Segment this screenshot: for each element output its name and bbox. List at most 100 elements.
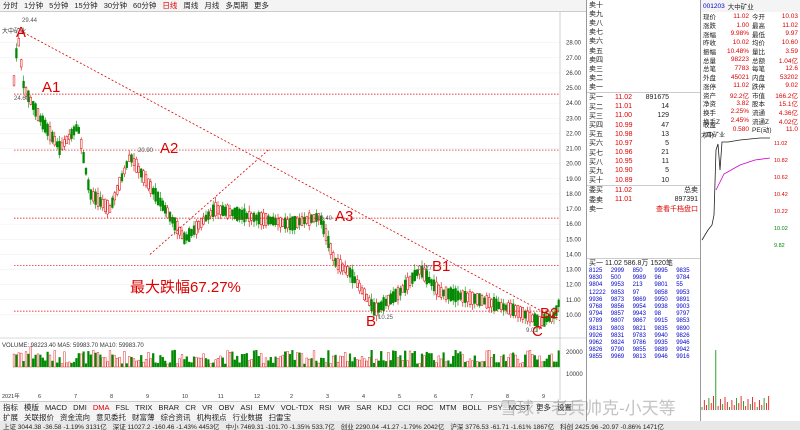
candle-body bbox=[65, 136, 68, 144]
candle-body bbox=[521, 307, 524, 320]
quote-label: 现价 bbox=[703, 14, 716, 22]
buy-level-row[interactable]: 买三 11.00 129 bbox=[587, 111, 700, 120]
indicator-tab[interactable]: 设置 bbox=[556, 402, 572, 412]
buy-level-row[interactable]: 买八 10.95 11 bbox=[587, 157, 700, 166]
period-tab[interactable]: 日线 bbox=[162, 1, 178, 10]
indicator-tab[interactable]: BRAR bbox=[158, 402, 180, 412]
volume-bar bbox=[41, 357, 44, 368]
indicator-tab[interactable]: FSL bbox=[115, 402, 130, 412]
annot-b1: B1 bbox=[432, 258, 451, 275]
indicator-tab[interactable]: PSY bbox=[487, 402, 503, 412]
period-tab[interactable]: 更多 bbox=[253, 1, 269, 10]
indicator-tab[interactable]: MCST bbox=[508, 402, 530, 412]
indicator-tab[interactable]: TRIX bbox=[135, 402, 153, 412]
sell-level-row[interactable]: 卖七 bbox=[587, 28, 700, 37]
candle-body bbox=[224, 206, 227, 216]
candle-body bbox=[324, 228, 328, 241]
period-tab[interactable]: 1分钟 bbox=[24, 1, 44, 10]
extension-tab[interactable]: 机构视点 bbox=[196, 412, 227, 422]
period-tab[interactable]: 分时 bbox=[3, 1, 18, 10]
annot-b2: B2 bbox=[540, 305, 559, 322]
indicator-tab[interactable]: 更多 bbox=[535, 402, 551, 412]
quote-value: 3.59 bbox=[785, 47, 798, 55]
candle-body bbox=[548, 314, 551, 322]
y-tick-label: 20.00 bbox=[566, 162, 582, 168]
level-label: 卖二 bbox=[589, 75, 603, 83]
intraday-mini-chart[interactable]: 大中矿业 11.02 10.82 10.62 10.42 10.22 10.02 9.82 bbox=[700, 130, 800, 420]
sell-level-row[interactable]: 卖十 bbox=[587, 0, 700, 9]
indicator-tab[interactable]: VOL-TDX bbox=[280, 402, 314, 412]
period-tab[interactable]: 周线 bbox=[183, 1, 199, 10]
indicator-tab[interactable]: SAR bbox=[356, 402, 372, 412]
sell-level-row[interactable]: 卖四 bbox=[587, 55, 700, 64]
sell-level-row[interactable]: 卖二 bbox=[587, 74, 700, 83]
volume-bar bbox=[173, 349, 176, 368]
indicator-tab[interactable]: RSI bbox=[319, 402, 332, 412]
period-tab[interactable]: 60分钟 bbox=[133, 1, 157, 10]
view-depth-link[interactable]: 查看千档盘口 bbox=[656, 205, 698, 213]
extension-tab[interactable]: 意见委托 bbox=[96, 412, 126, 422]
indicator-tab[interactable]: ASI bbox=[240, 402, 253, 412]
x-tick-label: 2021年 bbox=[2, 392, 20, 400]
sell-level-row[interactable]: 卖九 bbox=[587, 9, 700, 18]
indicator-tab[interactable]: MACD bbox=[45, 402, 68, 412]
buy-level-row[interactable]: 买九 10.90 5 bbox=[587, 166, 700, 175]
buy-level-row[interactable]: 买二 11.01 14 bbox=[587, 102, 700, 111]
period-tab[interactable]: 月线 bbox=[204, 1, 220, 10]
period-tab[interactable]: 多周期 bbox=[225, 1, 248, 10]
sell-level-row[interactable]: 卖五 bbox=[587, 46, 700, 55]
candle-body bbox=[113, 192, 116, 201]
indicator-tab[interactable]: WR bbox=[337, 402, 351, 412]
buy-level-row[interactable]: 买六 10.97 5 bbox=[587, 139, 700, 148]
buy-level-row[interactable]: 买一 11.02 891675 bbox=[587, 93, 700, 102]
period-tab[interactable]: 15分钟 bbox=[74, 1, 98, 10]
volume-bar bbox=[116, 357, 119, 368]
indicator-tab[interactable]: 指标 bbox=[3, 402, 18, 412]
extension-tab[interactable]: 扩展 bbox=[3, 412, 18, 422]
indicator-tab[interactable]: DMI bbox=[73, 402, 87, 412]
buy-level-row[interactable]: 买十 10.89 10 bbox=[587, 176, 700, 185]
sell-level-row[interactable]: 卖一 bbox=[587, 83, 700, 92]
volume-bar bbox=[166, 363, 169, 368]
extension-tab[interactable]: 扫雷宝 bbox=[268, 412, 292, 422]
period-tab[interactable]: 5分钟 bbox=[49, 1, 69, 10]
extension-tab[interactable]: 财富薄 bbox=[132, 412, 155, 422]
indicator-tab[interactable]: VR bbox=[202, 402, 213, 412]
extension-tab[interactable]: 关联报价 bbox=[24, 412, 54, 422]
indicator-tab[interactable]: ROC bbox=[416, 402, 434, 412]
indicator-tab[interactable]: KDJ bbox=[377, 402, 392, 412]
volume-bar bbox=[123, 351, 126, 368]
quote-value: 9.98% bbox=[730, 30, 749, 38]
queue-order: 9946 bbox=[654, 354, 668, 361]
indicator-tab[interactable]: CR bbox=[185, 402, 197, 412]
kline-chart-area[interactable]: 28.00 27.00 26.00 25.00 24.00 23.00 22.00 21.00… bbox=[0, 12, 586, 400]
buy-level-row[interactable]: 买五 10.98 13 bbox=[587, 130, 700, 139]
indicator-tab[interactable]: BOLL bbox=[462, 402, 482, 412]
sell-level-row[interactable]: 卖六 bbox=[587, 37, 700, 46]
candle-body bbox=[483, 297, 486, 305]
buy-level-row[interactable]: 买四 10.99 47 bbox=[587, 120, 700, 130]
candle-body bbox=[478, 293, 481, 307]
candle-body bbox=[20, 59, 23, 68]
indicator-tab[interactable]: 模版 bbox=[24, 402, 39, 412]
volume-bar bbox=[389, 360, 392, 368]
volume-bar bbox=[238, 362, 241, 368]
indicator-tab[interactable]: OBV bbox=[218, 402, 235, 412]
candle-body bbox=[531, 314, 534, 323]
sell-level-row[interactable]: 卖三 bbox=[587, 64, 700, 73]
indicator-tab[interactable]: EMV bbox=[258, 402, 275, 412]
candle-body bbox=[207, 211, 210, 220]
indicator-tab[interactable]: DMA bbox=[92, 402, 110, 412]
period-tab[interactable]: 30分钟 bbox=[103, 1, 128, 10]
extension-tab[interactable]: 综合资讯 bbox=[160, 412, 191, 422]
extension-tab[interactable]: 行业数据 bbox=[232, 412, 263, 422]
extension-tab[interactable]: 资金流向 bbox=[60, 412, 90, 422]
volume-bar bbox=[212, 362, 215, 368]
sell-level-row[interactable]: 卖八 bbox=[587, 18, 700, 27]
volume-bar bbox=[531, 354, 534, 368]
buy-level-row[interactable]: 买七 10.96 21 bbox=[587, 148, 700, 157]
indicator-tab[interactable]: CCI bbox=[397, 402, 411, 412]
indicator-tab[interactable]: MTM bbox=[439, 402, 457, 412]
kline-chart[interactable]: 28.00 27.00 26.00 25.00 24.00 23.00 22.00 21.00… bbox=[0, 12, 586, 400]
volume-bar bbox=[324, 362, 328, 368]
